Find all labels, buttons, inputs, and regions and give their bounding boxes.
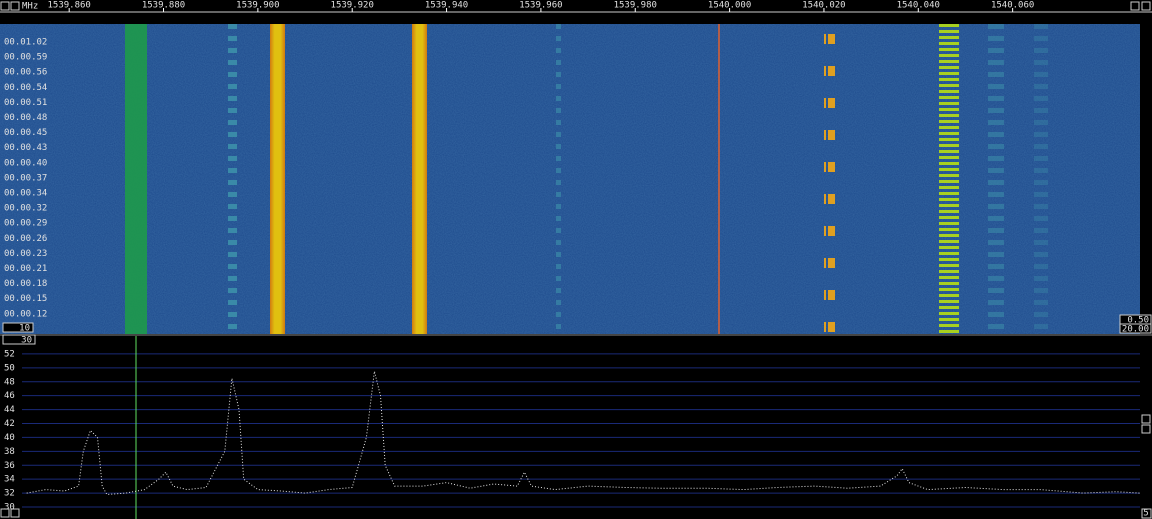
waterfall-speed: 0.50: [1127, 316, 1149, 326]
scale-up-button[interactable]: [1141, 414, 1151, 424]
time-label: 00.00.34: [4, 189, 47, 199]
time-label: 00.00.45: [4, 128, 47, 138]
time-label: 00.00.54: [4, 83, 47, 93]
y-tick-label: 52: [4, 349, 15, 359]
x-tick-label: 1539.980: [614, 1, 657, 11]
time-label: 00.00.43: [4, 143, 47, 153]
y-tick-label: 44: [4, 405, 15, 415]
y-tick-label: 34: [4, 475, 15, 485]
signal-trace: [228, 24, 237, 334]
y-tick-label: 40: [4, 433, 15, 443]
top-bar: [0, 0, 1152, 12]
signal-trace: [412, 24, 427, 334]
y-tick-label: 48: [4, 377, 15, 387]
time-label: 00.00.37: [4, 173, 47, 183]
signal-trace: [824, 24, 835, 334]
x-tick-label: 1539.880: [142, 1, 185, 11]
y-tick-label: 32: [4, 489, 15, 499]
spectrum-trace: [26, 371, 1141, 496]
signal-trace: [125, 24, 147, 334]
waterfall-low: 10: [19, 324, 30, 334]
spectrum-low-box[interactable]: [2, 334, 36, 345]
time-labels: 00.01.02 00.00.59 00.00.56 00.00.54 00.00.51…: [4, 38, 47, 320]
signal-trace: [270, 24, 285, 334]
spectrum-low: 30: [21, 336, 32, 346]
waterfall: [0, 24, 1140, 334]
x-tick-label: 1540.020: [802, 1, 845, 11]
signal-trace: [556, 24, 561, 334]
y-tick-label: 36: [4, 461, 15, 471]
waterfall-span: 20.00: [1122, 325, 1149, 335]
x-tick-label: 1539.920: [331, 1, 374, 11]
time-label: 00.00.51: [4, 98, 47, 108]
unit-label: MHz: [22, 2, 38, 12]
time-label: 00.00.18: [4, 279, 47, 289]
x-tick-label: 1539.900: [236, 1, 279, 11]
waterfall-noise: [0, 24, 1140, 334]
signal-trace: [939, 24, 959, 334]
x-tick-label: 1540.000: [708, 1, 751, 11]
time-label: 00.01.02: [4, 38, 47, 48]
y-tick-label: 30: [4, 503, 15, 513]
x-tick-label: 1540.060: [991, 1, 1034, 11]
up-button[interactable]: [0, 508, 10, 518]
time-label: 00.00.21: [4, 264, 47, 274]
y-tick-label: 38: [4, 447, 15, 457]
x-tick-label: 1539.860: [47, 1, 90, 11]
time-label: 00.00.40: [4, 158, 47, 168]
scroll-right-button[interactable]: [1141, 1, 1151, 11]
y-tick-label: 46: [4, 391, 15, 401]
time-label: 00.00.26: [4, 234, 47, 244]
time-label: 00.00.15: [4, 294, 47, 304]
x-tick-label: 1540.040: [897, 1, 940, 11]
y-tick-label: 50: [4, 363, 15, 373]
zoom-button[interactable]: [10, 1, 20, 11]
down-button[interactable]: [10, 508, 20, 518]
signal-trace: [1034, 24, 1048, 334]
x-tick-label: 1539.940: [425, 1, 468, 11]
right-box[interactable]: [1141, 508, 1152, 519]
x-tick-label: 1539.960: [519, 1, 562, 11]
scroll-left-button[interactable]: [1130, 1, 1140, 11]
y-tick-label: 42: [4, 419, 15, 429]
signal-trace: [988, 24, 1004, 334]
time-label: 00.00.12: [4, 309, 47, 319]
time-label: 00.00.48: [4, 113, 47, 123]
time-label: 00.00.59: [4, 53, 47, 63]
time-label: 00.00.56: [4, 68, 47, 78]
waterfall-low-box[interactable]: [2, 322, 34, 333]
menu-button[interactable]: [0, 1, 10, 11]
spectrum-right: 5: [1143, 509, 1148, 519]
time-label: 00.00.29: [4, 219, 47, 229]
span-box[interactable]: [1119, 323, 1152, 334]
scale-down-button[interactable]: [1141, 424, 1151, 434]
time-label: 00.00.23: [4, 249, 47, 259]
time-label: 00.00.32: [4, 204, 47, 214]
